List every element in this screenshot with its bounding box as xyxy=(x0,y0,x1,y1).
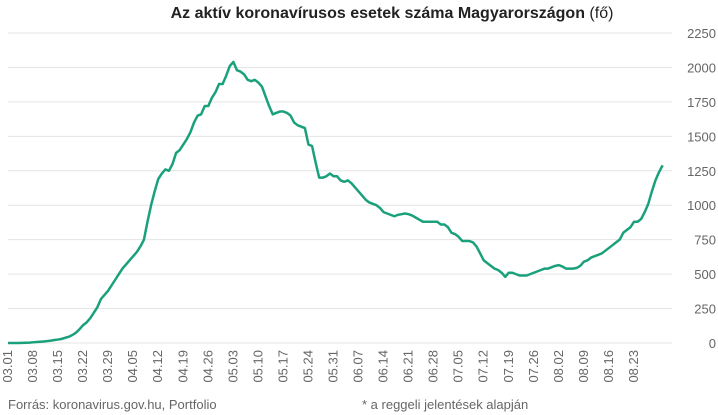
x-tick-label: 07.26 xyxy=(526,350,541,383)
title-text: Az aktív koronavírusos esetek száma Magy… xyxy=(171,5,585,22)
y-tick-label: 0 xyxy=(709,336,716,351)
x-tick-label: 06.21 xyxy=(401,350,416,383)
x-tick-label: 07.19 xyxy=(501,350,516,383)
title-unit: (fő) xyxy=(589,5,613,22)
data-line xyxy=(8,60,664,345)
y-tick-label: 1750 xyxy=(687,95,716,110)
x-tick-label: 04.12 xyxy=(150,350,165,383)
note: * a reggeli jelentések alapján xyxy=(362,397,528,412)
x-tick-label: 08.02 xyxy=(551,350,566,383)
x-tick-label: 08.23 xyxy=(626,350,641,383)
y-tick-label: 500 xyxy=(694,267,716,282)
x-tick-label: 06.14 xyxy=(376,350,391,383)
y-tick-label: 1250 xyxy=(687,164,716,179)
x-tick-label: 05.17 xyxy=(275,350,290,383)
x-tick-label: 04.19 xyxy=(175,350,190,383)
x-tick-label: 05.10 xyxy=(250,350,265,383)
y-tick-label: 2000 xyxy=(687,60,716,75)
source: Forrás: koronavirus.gov.hu, Portfolio xyxy=(8,397,217,412)
x-tick-label: 06.07 xyxy=(351,350,366,383)
x-tick-label: 03.29 xyxy=(100,350,115,383)
x-tick-label: 07.05 xyxy=(451,350,466,383)
x-tick-label: 08.16 xyxy=(601,350,616,383)
x-tick-label: 03.08 xyxy=(25,350,40,383)
x-tick-label: 05.24 xyxy=(300,350,315,383)
x-tick-label: 03.01 xyxy=(0,350,15,383)
y-tick-label: 250 xyxy=(694,302,716,317)
x-tick-label: 04.05 xyxy=(125,350,140,383)
x-tick-label: 06.28 xyxy=(426,350,441,383)
y-tick-label: 750 xyxy=(694,233,716,248)
y-tick-label: 1000 xyxy=(687,198,716,213)
x-tick-label: 07.12 xyxy=(476,350,491,383)
x-tick-label: 08.09 xyxy=(576,350,591,383)
x-tick-label: 05.03 xyxy=(225,350,240,383)
x-tick-label: 03.22 xyxy=(75,350,90,383)
y-tick-label: 2250 xyxy=(687,26,716,41)
x-tick-label: 05.31 xyxy=(326,350,341,383)
chart-title: Az aktív koronavírusos esetek száma Magy… xyxy=(171,5,614,22)
x-tick-label: 04.26 xyxy=(200,350,215,383)
y-tick-label: 1500 xyxy=(687,129,716,144)
x-tick-label: 03.15 xyxy=(50,350,65,383)
